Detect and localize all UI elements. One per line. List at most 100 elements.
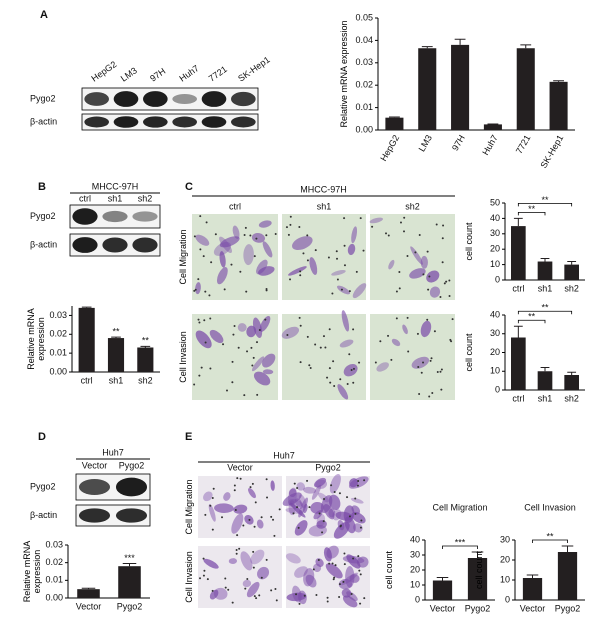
band [102,237,128,253]
pore [265,289,268,292]
pore [193,289,196,292]
pore [422,361,425,364]
cell [411,356,430,369]
y-tick-label: 0 [505,594,510,604]
pore [252,566,255,569]
cell [213,242,232,256]
error-bar [436,577,449,581]
pore [249,486,252,489]
pore [387,234,390,237]
cell [259,315,271,332]
cell [281,326,300,339]
pore [231,601,234,604]
pore [243,233,246,236]
panel-label: D [38,431,46,443]
bar [385,117,404,130]
cell [262,369,274,375]
x-tick-label: Pygo2 [555,603,581,613]
x-tick-label: ctrl [512,283,524,293]
pore [323,498,326,501]
micrograph-header: MHCC-97H [300,184,347,194]
y-tick-label: 30 [410,549,420,559]
y-tick-label: 10 [410,579,420,589]
error-bar [513,217,523,227]
cell [282,492,302,506]
cell [356,556,369,568]
pore [357,555,360,558]
band [72,208,98,225]
pore [239,477,242,480]
pore [315,594,318,597]
lane-label: LM3 [119,65,139,83]
significance-label: ** [528,312,536,322]
cell [310,501,325,514]
y-axis-label: cell count [464,222,474,260]
blot-row-label: β-actin [30,116,57,126]
pore [273,534,276,537]
pore [333,576,336,579]
pore [306,234,309,237]
y-axis-label: Relative mRNA expression [26,308,46,370]
y-tick-label: 0.02 [45,557,63,567]
cell [243,244,254,266]
pore [270,589,273,592]
y-axis-label: Relative mRNA expression [26,308,46,370]
pore [338,583,341,586]
pore [278,508,281,511]
y-tick-label: 30 [500,534,510,544]
cell [420,255,428,269]
cell [337,285,351,295]
micrograph [370,214,455,300]
band [201,91,227,107]
pore [299,274,302,277]
x-tick-label: sh1 [538,393,553,403]
pore [289,215,292,218]
y-tick-label: 0.00 [45,592,63,602]
y-tick-label: 0 [495,384,500,394]
pore [243,394,246,397]
pore [439,296,442,299]
error-bar [471,551,484,558]
pore [255,597,258,600]
significance-bracket [532,539,568,543]
pore [197,318,200,321]
pore [350,368,353,371]
pore [214,233,217,236]
y-tick-label: 0.00 [49,366,67,376]
pore [211,496,214,499]
pore [298,316,301,319]
error-bar [421,46,433,49]
pore [440,368,443,371]
pore [436,371,439,374]
cell [246,325,257,338]
x-tick-label: 7721 [514,133,533,155]
pore [428,275,431,278]
error-bar [388,116,400,118]
bar [483,124,502,130]
cell [216,267,228,285]
cell [342,595,358,608]
cell [303,503,308,514]
pore [289,278,292,281]
cell [262,353,276,368]
pore [431,391,434,394]
error-bar [567,261,577,265]
x-tick-label: HepG2 [378,133,401,163]
micrograph-header: Huh7 [273,450,295,460]
cell [233,504,248,514]
pore [306,335,309,338]
pore [255,341,258,344]
y-tick-label: 0.04 [355,35,373,45]
x-tick-label: SK-Hep1 [538,133,565,170]
error-bar [567,371,577,375]
band [115,477,148,497]
pore [285,226,288,229]
pore [210,261,213,264]
cell [426,270,440,283]
row-label: Cell Migration [184,479,194,535]
pore [193,383,196,386]
cell [253,371,271,386]
y-tick-label: 0.01 [49,348,67,358]
x-tick-label: 97H [450,133,467,152]
